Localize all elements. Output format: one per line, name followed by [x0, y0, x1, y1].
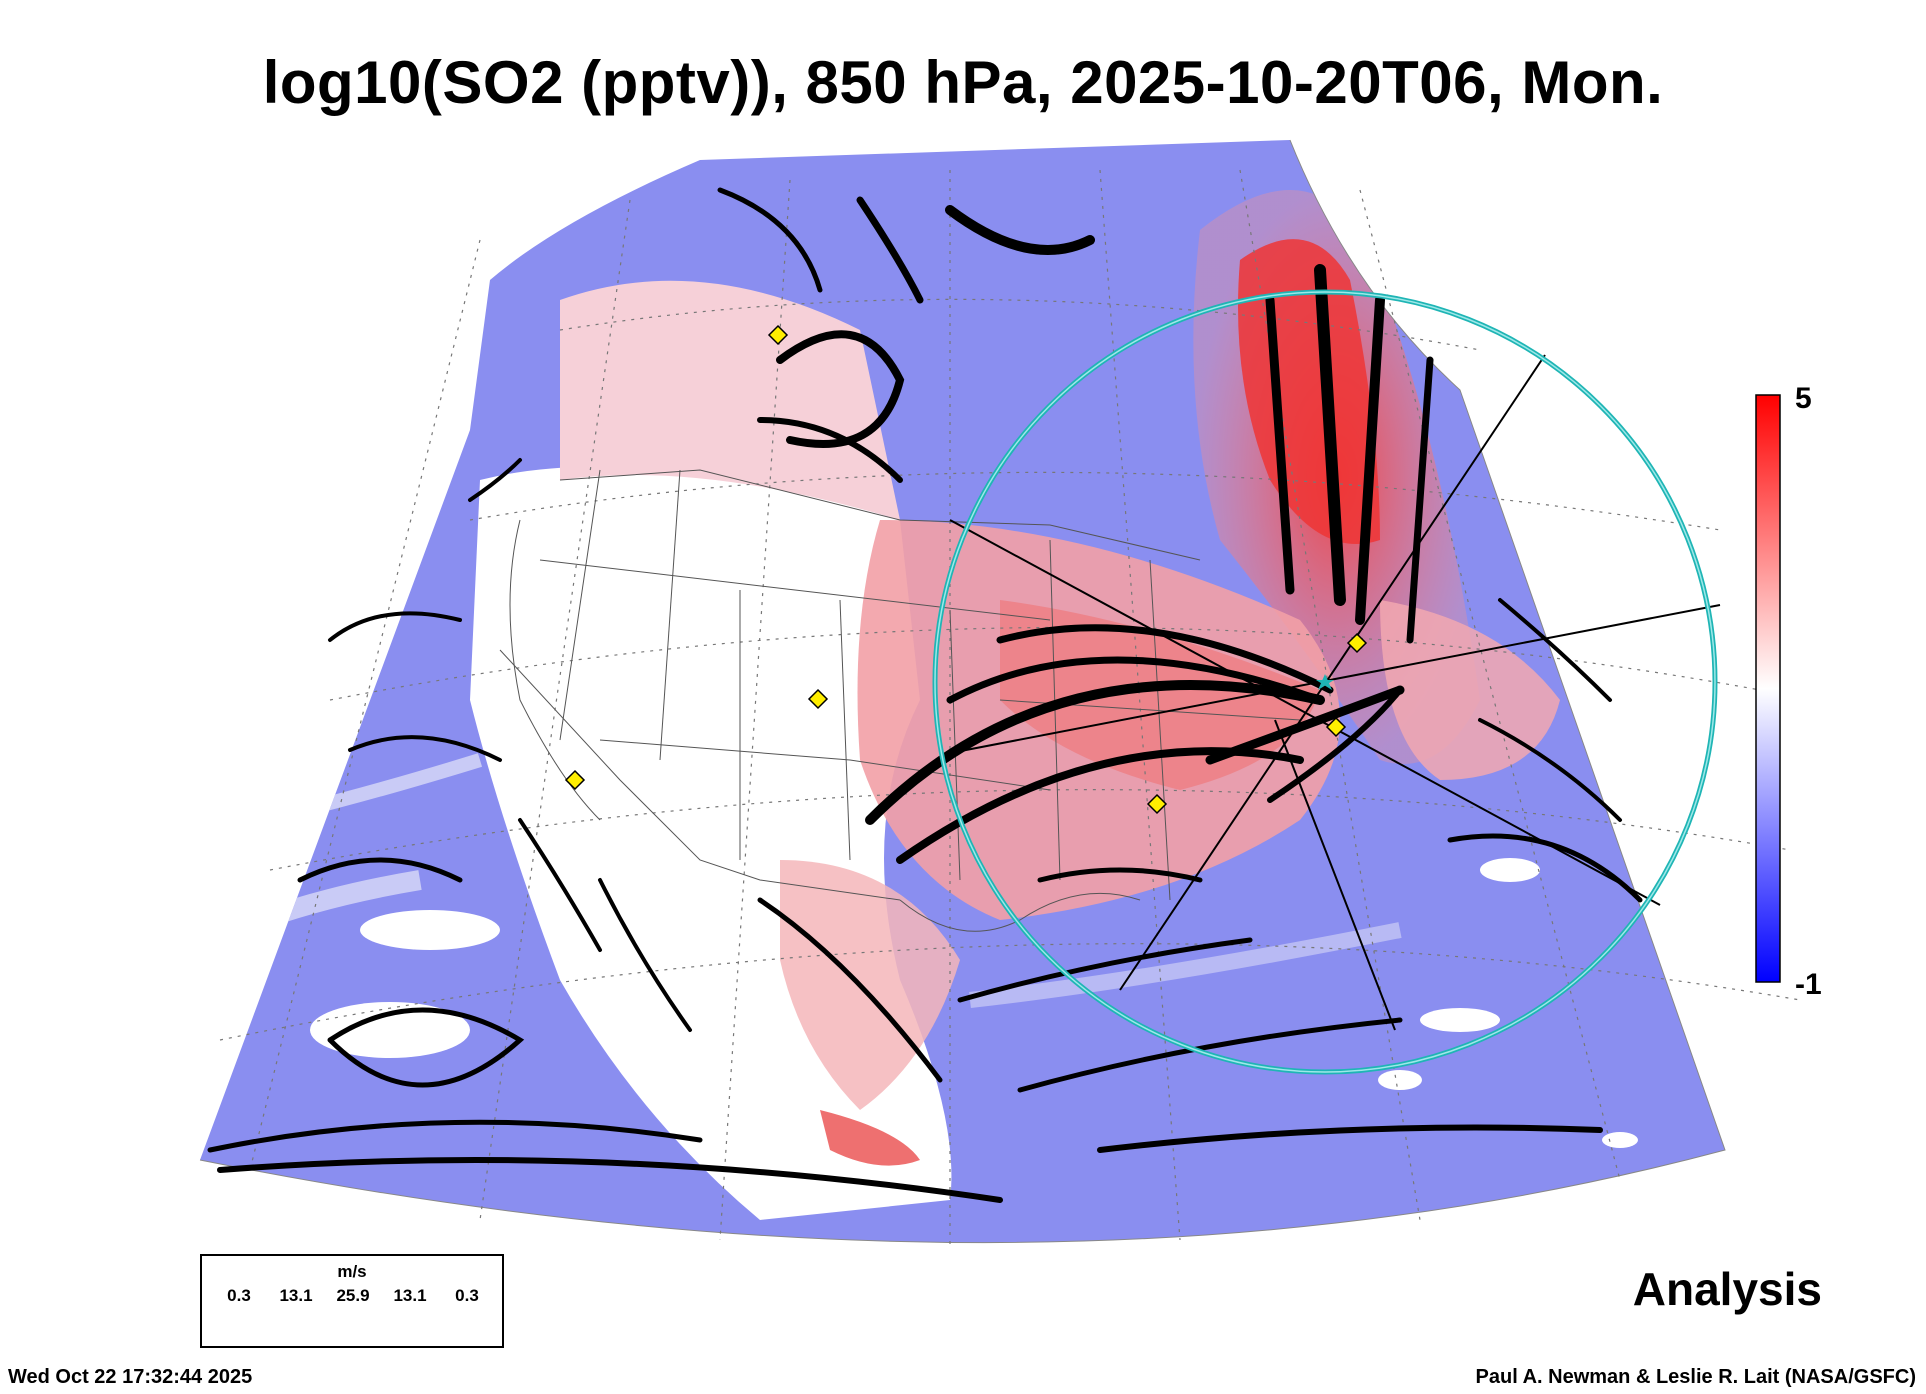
footer-credit: Paul A. Newman & Leslie R. Lait (NASA/GS…	[1475, 1366, 1916, 1388]
site-marker	[767, 324, 789, 346]
colorbar-min-label: -1	[1795, 968, 1822, 1001]
map-title: log10(SO2 (pptv)), 850 hPa, 2025-10-20T0…	[262, 49, 1664, 116]
footer-timestamp: Wed Oct 22 17:32:44 2025	[8, 1366, 253, 1388]
wind-streamlines	[207, 187, 1643, 1203]
legend-unit: m/s	[337, 1262, 367, 1281]
wind-speed-legend: m/s 0.3 13.1 25.9 13.1 0.3	[200, 1254, 504, 1348]
analysis-stamp: Analysis	[1632, 1263, 1822, 1315]
legend-tick: 0.3	[227, 1286, 251, 1305]
site-marker	[1346, 632, 1368, 654]
site-marker	[564, 769, 586, 791]
site-marker	[1146, 793, 1168, 815]
site-markers	[564, 324, 1368, 815]
legend-tick: 0.3	[455, 1286, 479, 1305]
site-marker	[807, 688, 829, 710]
legend-tick: 25.9	[336, 1286, 370, 1305]
colorbar	[1755, 394, 1781, 983]
center-star-icon	[1316, 674, 1334, 690]
legend-tick: 13.1	[393, 1286, 427, 1305]
range-ring-inner	[934, 291, 1716, 1073]
legend-tick: 13.1	[279, 1286, 313, 1305]
colorbar-max-label: 5	[1795, 382, 1812, 415]
site-marker	[1325, 716, 1347, 738]
